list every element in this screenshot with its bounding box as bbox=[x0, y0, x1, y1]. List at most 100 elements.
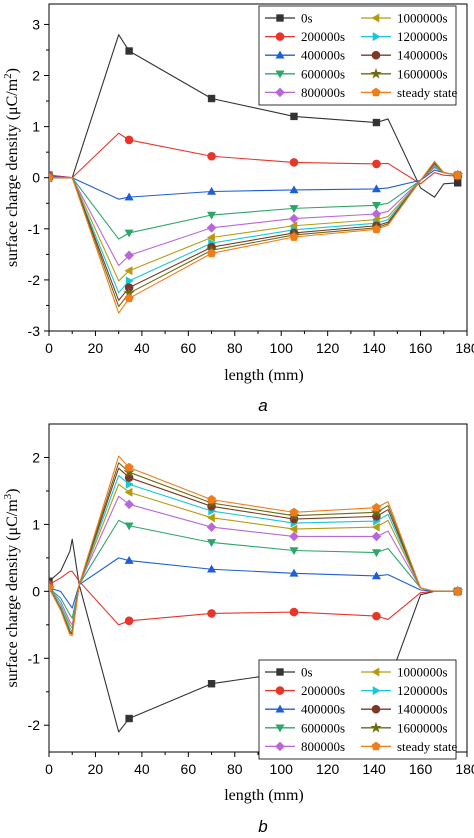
legend-item: 1200000s bbox=[361, 683, 448, 698]
data-point bbox=[372, 611, 381, 621]
legend-label: 800000s bbox=[301, 739, 345, 754]
data-point bbox=[124, 487, 133, 497]
y-tick-label: 3 bbox=[32, 16, 40, 32]
data-point bbox=[206, 522, 217, 532]
data-point bbox=[289, 185, 299, 194]
x-axis-label: length (mm) bbox=[224, 367, 304, 384]
x-axis-label: length (mm) bbox=[224, 787, 304, 804]
x-tick-label: 40 bbox=[134, 761, 150, 777]
series-line bbox=[49, 557, 458, 609]
legend-item: 1600000s bbox=[361, 720, 448, 735]
data-point bbox=[371, 224, 381, 234]
legend-marker bbox=[275, 70, 285, 79]
data-point bbox=[289, 205, 299, 213]
data-point bbox=[124, 266, 133, 276]
data-point bbox=[371, 522, 380, 532]
y-axis-label: surface charge density (μC/m3) bbox=[2, 488, 21, 687]
chart-panel-a: 0 20 40 60 80 100 120 140 160 180 -3 -2 -1 0 1 2 3 length… bbox=[2, 3, 474, 415]
x-tick-label: 120 bbox=[316, 340, 340, 356]
legend-marker bbox=[372, 686, 381, 696]
x-tick-label: 100 bbox=[270, 340, 294, 356]
y-tick-label: 1 bbox=[32, 119, 40, 135]
series-line bbox=[49, 570, 458, 626]
data-point bbox=[123, 466, 135, 477]
legend-item: 0s bbox=[265, 11, 313, 26]
legend-marker bbox=[371, 704, 381, 714]
x-tick-label: 180 bbox=[455, 761, 474, 777]
data-point bbox=[371, 571, 381, 580]
y-tick-label: 0 bbox=[32, 583, 40, 599]
y-tick-label: 1 bbox=[32, 516, 40, 532]
legend-marker bbox=[275, 686, 285, 695]
data-point bbox=[371, 502, 381, 512]
x-tick-label: 60 bbox=[181, 761, 197, 777]
legend: 0s 1000000s 200000s 1200000s 400000s 1400000s… bbox=[258, 659, 458, 760]
legend-marker bbox=[371, 87, 381, 97]
data-point bbox=[453, 170, 463, 180]
data-point bbox=[125, 47, 133, 55]
y-axis-label: surface charge density (μC/m2) bbox=[2, 68, 21, 267]
data-point bbox=[289, 568, 299, 577]
data-point bbox=[124, 293, 134, 303]
x-tick-label: 140 bbox=[362, 340, 386, 356]
legend-label: 200000s bbox=[301, 29, 345, 44]
legend-label: steady state bbox=[397, 739, 458, 754]
legend-marker bbox=[276, 14, 284, 22]
series-line bbox=[49, 538, 458, 733]
series-line bbox=[49, 467, 458, 634]
legend-label: 1000000s bbox=[397, 665, 448, 680]
x-tick-label: 160 bbox=[409, 340, 433, 356]
data-point bbox=[207, 248, 217, 258]
y-tick-label: -2 bbox=[28, 272, 41, 288]
x-tick-label: 20 bbox=[88, 340, 104, 356]
data-point bbox=[207, 609, 216, 618]
legend-label: 0s bbox=[301, 11, 313, 26]
data-point bbox=[453, 586, 463, 596]
data-point bbox=[124, 135, 134, 145]
data-point bbox=[289, 531, 299, 542]
legend-label: 1600000s bbox=[397, 720, 448, 735]
y-tick-label: 2 bbox=[32, 449, 40, 465]
legend-item: 400000s bbox=[265, 702, 345, 717]
legend-label: 1600000s bbox=[397, 66, 448, 81]
data-point bbox=[124, 462, 134, 472]
panel-label: b bbox=[258, 817, 267, 836]
data-point bbox=[206, 232, 215, 243]
data-point bbox=[371, 531, 382, 542]
x-tick-label: 100 bbox=[270, 761, 294, 777]
series-line bbox=[49, 160, 458, 314]
data-point bbox=[124, 250, 134, 261]
series-line bbox=[49, 34, 458, 198]
legend-label: 1200000s bbox=[397, 683, 448, 698]
series-line bbox=[49, 165, 458, 267]
data-point bbox=[371, 184, 381, 193]
legend-label: 800000s bbox=[301, 85, 345, 100]
legend-marker bbox=[275, 724, 285, 733]
data-point bbox=[49, 172, 54, 182]
series-line bbox=[49, 519, 458, 619]
legend-item: 1200000s bbox=[361, 29, 448, 44]
data-point bbox=[125, 714, 133, 723]
legend-item: 1400000s bbox=[361, 702, 448, 717]
legend-marker bbox=[275, 704, 285, 713]
legend-item: 200000s bbox=[265, 29, 345, 44]
data-point bbox=[207, 151, 216, 161]
data-point bbox=[124, 499, 134, 510]
data-point bbox=[207, 680, 216, 688]
data-point bbox=[125, 479, 134, 489]
data-point bbox=[371, 549, 381, 558]
y-tick-label: 0 bbox=[32, 170, 40, 186]
legend-marker bbox=[370, 67, 382, 79]
data-point bbox=[206, 222, 217, 233]
series-line bbox=[49, 474, 458, 633]
data-point bbox=[206, 513, 215, 523]
data-point bbox=[49, 583, 54, 592]
series-line bbox=[49, 169, 458, 200]
legend-label: 1000000s bbox=[397, 11, 448, 26]
y-tick-label: -3 bbox=[28, 323, 41, 339]
data-point bbox=[289, 232, 299, 241]
data-point bbox=[124, 555, 134, 564]
x-tick-label: 180 bbox=[455, 340, 474, 356]
legend-marker bbox=[371, 667, 380, 677]
